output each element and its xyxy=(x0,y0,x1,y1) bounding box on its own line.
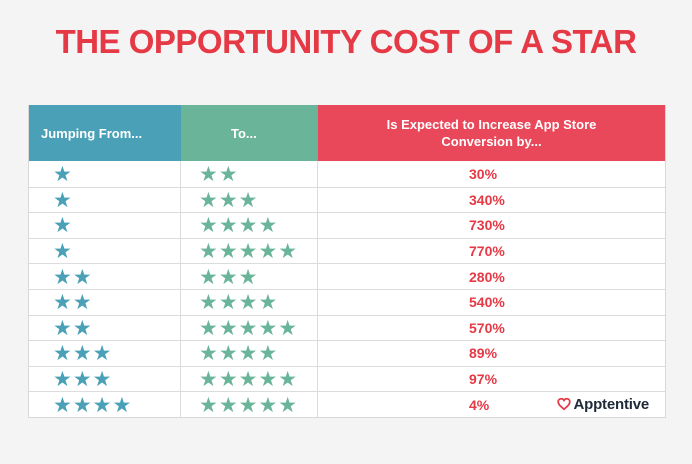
from-stars: ★ xyxy=(29,213,181,238)
heart-outline-icon xyxy=(557,398,572,411)
to-stars: ★★★★ xyxy=(181,289,318,315)
to-stars: ★★ xyxy=(181,161,318,187)
to-stars: ★★★★★ xyxy=(181,238,318,264)
increase-value: 30% xyxy=(469,165,498,182)
increase-value: 97% xyxy=(469,371,498,388)
apptentive-logo: Apptentive xyxy=(557,396,649,413)
increase-value: 540% xyxy=(469,294,505,311)
increase-value: 4% xyxy=(469,396,490,413)
from-stars: ★ xyxy=(29,187,181,213)
increase-value: 770% xyxy=(469,243,505,260)
table-body: ★ ★★ 30% ★ ★★★ 340% ★ ★★★★ 730% ★ ★★★★★ … xyxy=(29,161,665,417)
from-stars: ★★ xyxy=(29,264,181,289)
table-row: ★★★ ★★★★★ 97% xyxy=(29,365,665,392)
to-stars: ★★★★ xyxy=(181,341,318,366)
increase-value: 730% xyxy=(469,217,505,234)
from-stars: ★★★ xyxy=(29,341,181,366)
table-row: ★ ★★★★ 730% xyxy=(29,212,665,238)
to-stars: ★★★★★ xyxy=(181,366,318,392)
increase-value: 280% xyxy=(469,268,505,285)
to-stars: ★★★ xyxy=(181,187,318,213)
increase-value: 340% xyxy=(469,191,505,208)
to-stars: ★★★ xyxy=(181,264,318,289)
table-row: ★★★★ ★★★★★ 4% xyxy=(29,391,665,417)
to-stars: ★★★★★ xyxy=(181,392,318,417)
from-stars: ★ xyxy=(29,238,181,264)
table-row: ★★★ ★★★★ 89% xyxy=(29,340,665,366)
from-stars: ★★★ xyxy=(29,366,181,392)
header-jumping-from: Jumping From... xyxy=(29,105,181,161)
table-row: ★ ★★ 30% xyxy=(29,161,665,187)
from-stars: ★★ xyxy=(29,315,181,341)
to-stars: ★★★★★ xyxy=(181,315,318,341)
table-row: ★★ ★★★ 280% xyxy=(29,263,665,289)
table-header-row: Jumping From... To... Is Expected to Inc… xyxy=(29,105,665,161)
header-to: To... xyxy=(181,105,318,161)
header-increase: Is Expected to Increase App Store Conver… xyxy=(318,105,665,161)
increase-value: 89% xyxy=(469,345,498,362)
to-stars: ★★★★ xyxy=(181,213,318,238)
table-row: ★★ ★★★★ 540% xyxy=(29,288,665,315)
from-stars: ★★★★ xyxy=(29,392,181,417)
table-row: ★★ ★★★★★ 570% xyxy=(29,314,665,341)
increase-value: 570% xyxy=(469,319,505,336)
table-row: ★ ★★★ 340% xyxy=(29,186,665,213)
from-stars: ★ xyxy=(29,161,181,187)
brand-name: Apptentive xyxy=(573,395,649,413)
from-stars: ★★ xyxy=(29,289,181,315)
table-row: ★ ★★★★★ 770% xyxy=(29,237,665,264)
star-conversion-table: Jumping From... To... Is Expected to Inc… xyxy=(28,105,666,418)
page-title: THE OPPORTUNITY COST OF A STAR xyxy=(55,23,637,60)
